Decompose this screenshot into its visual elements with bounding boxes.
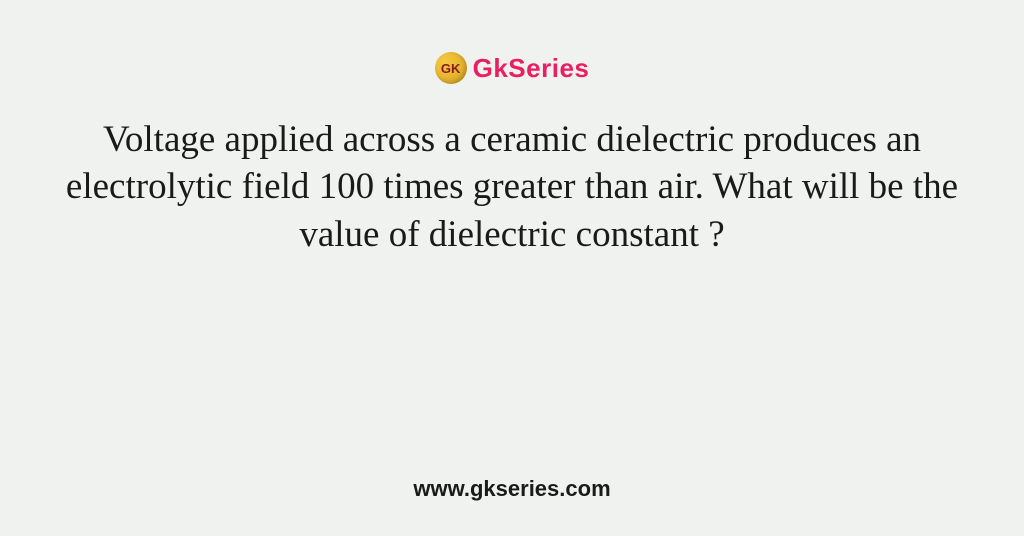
logo-badge-text: GK bbox=[441, 61, 461, 76]
logo-container: GK GkSeries bbox=[435, 52, 590, 84]
question-text: Voltage applied across a ceramic dielect… bbox=[52, 116, 972, 258]
footer-url: www.gkseries.com bbox=[413, 476, 610, 502]
logo-brand-text: GkSeries bbox=[473, 53, 590, 84]
logo-badge-icon: GK bbox=[435, 52, 467, 84]
